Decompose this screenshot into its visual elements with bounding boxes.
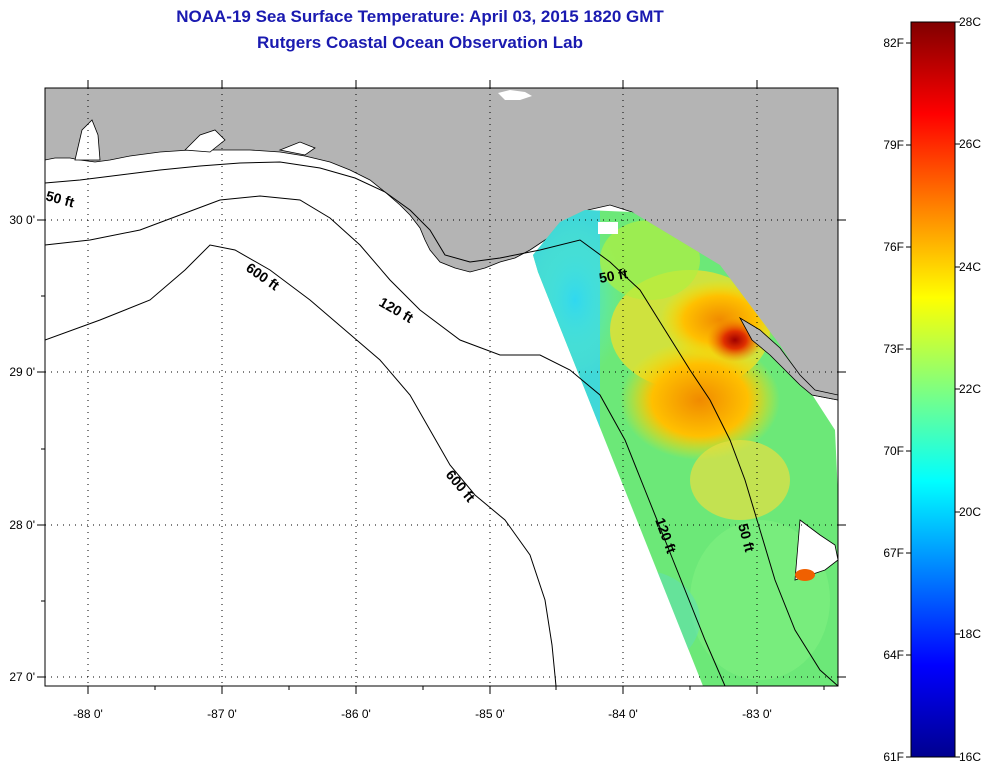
x-tick-label: -84 0' — [608, 707, 638, 721]
colorbar-celsius-label: 22C — [959, 382, 981, 396]
colorbar-fahrenheit-label: 67F — [883, 546, 904, 560]
map-title: NOAA-19 Sea Surface Temperature: April 0… — [176, 7, 664, 26]
contour-label-50ft-west: 50 ft — [44, 187, 76, 210]
x-tick-label: -85 0' — [475, 707, 505, 721]
colorbar-celsius-label: 18C — [959, 627, 981, 641]
graticule — [45, 88, 838, 686]
title-block: NOAA-19 Sea Surface Temperature: April 0… — [0, 4, 840, 56]
colorbar-fahrenheit-label: 70F — [883, 444, 904, 458]
contour-50ft — [45, 161, 838, 686]
x-tick-label: -86 0' — [341, 707, 371, 721]
colorbar-celsius-label: 26C — [959, 137, 981, 151]
inland-lake — [498, 90, 532, 100]
x-tick-label: -83 0' — [742, 707, 772, 721]
colorbar-fahrenheit-label: 76F — [883, 240, 904, 254]
y-tick-label: 29 0' — [9, 365, 35, 379]
pensacola-bay — [184, 129, 226, 153]
contour-label-50ft-north: 50 ft — [598, 265, 629, 286]
plot-frame — [44, 87, 839, 687]
colorbar-celsius-label: 20C — [959, 505, 981, 519]
colorbar-fahrenheit-label: 64F — [883, 648, 904, 662]
x-tick-label: -87 0' — [207, 707, 237, 721]
x-tick-label: -88 0' — [73, 707, 103, 721]
warm-patch-tampa — [795, 569, 815, 581]
tampa-bay — [794, 519, 838, 581]
colorbar-ticks — [906, 21, 960, 758]
map-subtitle: Rutgers Coastal Ocean Observation Lab — [257, 33, 583, 52]
y-tick-label: 30 0' — [9, 213, 35, 227]
colorbar-fahrenheit-label: 82F — [883, 36, 904, 50]
contour-120ft — [45, 195, 726, 686]
colorbar — [910, 21, 956, 758]
colorbar-celsius-label: 24C — [959, 260, 981, 274]
colorbar-fahrenheit-label: 73F — [883, 342, 904, 356]
choctaw-bay — [278, 141, 316, 156]
plot-area: 50 ft 600 ft 120 ft 600 ft 50 ft 120 ft … — [44, 88, 838, 686]
contour-600ft — [45, 244, 557, 686]
tick-marks — [37, 80, 846, 694]
colorbar-fahrenheit-label: 79F — [883, 138, 904, 152]
y-tick-label: 28 0' — [9, 518, 35, 532]
mobile-bay — [74, 119, 101, 161]
colorbar-fahrenheit-label: 61F — [883, 750, 904, 764]
y-tick-label: 27 0' — [9, 670, 35, 684]
colorbar-celsius-label: 28C — [959, 15, 981, 29]
land-coast-east — [738, 88, 838, 401]
contour-label-50ft-south: 50 ft — [735, 522, 758, 554]
colorbar-celsius-label: 16C — [959, 750, 981, 764]
